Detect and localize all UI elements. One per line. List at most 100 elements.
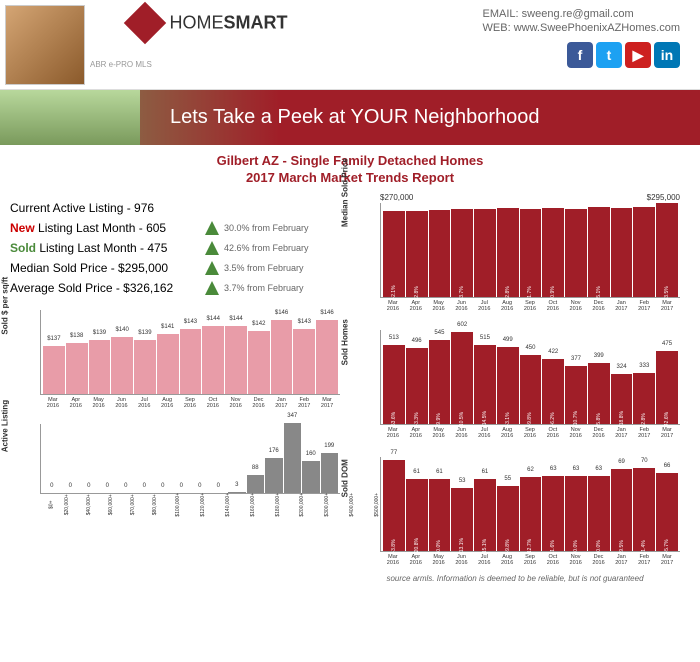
arrow-up-icon	[205, 261, 219, 275]
xlabel: Dec2016	[248, 395, 270, 409]
chart-ylabel: Sold $ per sq/ft	[1, 277, 10, 335]
xlabel: Dec2016	[588, 298, 610, 312]
banner-text: Lets Take a Peek at YOUR Neighborhood	[170, 106, 540, 129]
bar: 450-9.8%	[520, 355, 542, 424]
bar: 630.0%	[588, 476, 610, 551]
bar	[611, 208, 633, 297]
stat-label: Sold Listing Last Month - 475	[10, 241, 200, 255]
bar-pct-label: -9.8%	[527, 412, 533, 425]
bar: 499-3.1%	[497, 347, 519, 423]
bar-value-label: 3	[235, 482, 238, 488]
stat-label: Current Active Listing - 976	[10, 201, 200, 215]
xlabel: May2016	[428, 425, 450, 439]
xlabel: Nov2016	[565, 552, 587, 566]
xlabel: $200,000+	[285, 494, 309, 524]
xlabel: $100,000+	[161, 494, 185, 524]
bar-pct-label: -3.1%	[505, 412, 511, 425]
xlabel: Apr2016	[65, 395, 87, 409]
bar-value-label: 70	[641, 458, 648, 464]
stat-label: New Listing Last Month - 605	[10, 221, 200, 235]
bar-value-label: $139	[138, 330, 151, 336]
bar: $143	[293, 329, 315, 394]
xlabel: Feb2017	[633, 298, 655, 312]
xlabel: Sep2016	[519, 425, 541, 439]
bar: 5.1%	[588, 207, 610, 296]
bar: 610.0%	[429, 479, 451, 551]
bar-pct-label: 2.8%	[414, 286, 420, 297]
bar-value-label: 61	[482, 469, 489, 475]
linkedin-icon[interactable]: in	[654, 42, 680, 68]
bar-pct-label: 2.8%	[641, 413, 647, 424]
bar-pct-label: 1.4%	[641, 540, 647, 551]
bar-pct-label: 15.1%	[482, 539, 488, 553]
bar: $146	[316, 320, 338, 394]
email-label: EMAIL:	[483, 8, 519, 20]
bar-pct-label: 0.0%	[436, 540, 442, 551]
chart-active-listing: Active Listing 0000000000388176347160199…	[10, 424, 340, 524]
chart-bars: $137$138$139$140$139$141$143$144$144$142…	[40, 310, 340, 395]
certification-badges: ABR e-PRO MLS	[90, 60, 152, 69]
bar-value-label: 63	[595, 466, 602, 472]
bar: 6115.1%	[474, 479, 496, 551]
bar-value-label: 160	[306, 451, 316, 457]
chart-bars: 51353.6%496-3.3%5459.9%60210.5%515-14.5%…	[380, 330, 680, 425]
bar-pct-label: 9.5%	[619, 540, 625, 551]
bar	[565, 209, 587, 297]
chart-bars: 0000000000388176347160199	[40, 424, 340, 494]
bar: 61-20.8%	[406, 479, 428, 551]
xlabel: Nov2016	[565, 425, 587, 439]
bar-value-label: 422	[548, 349, 558, 355]
bar: 47542.6%	[656, 351, 678, 424]
bar: 347	[284, 423, 302, 492]
bar-value-label: $143	[298, 319, 311, 325]
twitter-icon[interactable]: t	[596, 42, 622, 68]
title-line2: 2017 March Market Trends Report	[0, 170, 700, 187]
youtube-icon[interactable]: ▶	[625, 42, 651, 68]
bar-pct-label: 2.8%	[505, 286, 511, 297]
xlabel: Apr2016	[405, 425, 427, 439]
bar-value-label: 176	[269, 448, 279, 454]
xlabel: Mar2016	[382, 298, 404, 312]
email-value: sweeng.re@gmail.com	[522, 8, 634, 20]
xlabel: May2016	[88, 395, 110, 409]
bar-value-label: $146	[275, 310, 288, 316]
bar-value-label: 63	[550, 466, 557, 472]
report-title: Gilbert AZ - Single Family Detached Home…	[0, 145, 700, 195]
xlabel: $60,000+	[95, 494, 116, 524]
chart-xlabels: $0+$20,000+$40,000+$60,000+$70,000+$80,0…	[40, 494, 340, 524]
bar-value-label: $144	[207, 316, 220, 322]
bar: $139	[134, 340, 156, 394]
bar-value-label: 499	[503, 337, 513, 343]
bar-value-label: 0	[87, 483, 90, 489]
xlabel: Sep2016	[179, 395, 201, 409]
xlabel: Feb2017	[633, 425, 655, 439]
brand-logo: HOMESMART	[130, 8, 310, 38]
bar: $139	[89, 340, 111, 394]
bar: 699.5%	[611, 469, 633, 551]
xlabel: Sep2016	[519, 298, 541, 312]
stat-label: Median Sold Price - $295,000	[10, 261, 200, 275]
xlabel: May2016	[428, 298, 450, 312]
bar: 6212.7%	[520, 477, 542, 551]
bar: 51353.6%	[383, 345, 405, 424]
bar: 88	[247, 475, 265, 493]
bar-pct-label: 0.9%	[550, 286, 556, 297]
chart-xlabels: Mar2016Apr2016May2016Jun2016Jul2016Aug20…	[380, 552, 680, 566]
chart-sold-dom: Sold DOM 77-3.8%61-20.8%610.0%53-13.1%61…	[350, 457, 680, 566]
bar: 55-9.8%	[497, 486, 519, 551]
bar: 160	[302, 461, 320, 493]
bar-value-label: 55	[504, 476, 511, 482]
facebook-icon[interactable]: f	[567, 42, 593, 68]
xlabel: Mar2017	[656, 552, 678, 566]
bar: 60210.5%	[451, 332, 473, 424]
xlabel: Oct2016	[542, 425, 564, 439]
bar-value-label: 63	[573, 466, 580, 472]
bar-value-label: 496	[412, 338, 422, 344]
logo-diamond-icon	[124, 2, 166, 44]
bar-value-label: $143	[184, 319, 197, 325]
xlabel: $80,000+	[139, 494, 160, 524]
bar: 3995.8%	[588, 363, 610, 424]
arrow-up-icon	[205, 281, 219, 295]
brand-name: HOMESMART	[169, 13, 287, 33]
footer-disclaimer: source armls. Information is deemed to b…	[350, 574, 680, 583]
